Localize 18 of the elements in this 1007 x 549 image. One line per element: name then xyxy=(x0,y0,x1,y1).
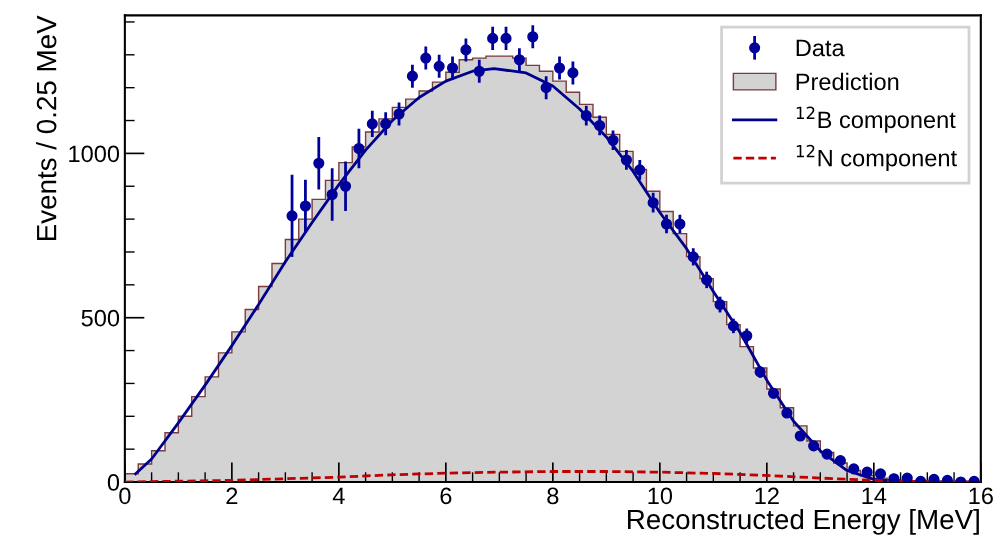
y-tick-label: 1000 xyxy=(69,145,120,163)
x-tick-label: 8 xyxy=(547,487,559,505)
x-tick-label: 16 xyxy=(969,487,993,505)
legend-label: Data xyxy=(796,39,845,57)
legend-label: $^{12}$B component xyxy=(796,106,956,133)
y-axis-title: Events / 0.25 MeV xyxy=(36,15,57,241)
x-tick-label: 10 xyxy=(648,487,673,505)
x-tick-label: 12 xyxy=(755,487,779,504)
legend-label: $^{12}$N component xyxy=(796,144,957,172)
legend-label: Prediction xyxy=(796,72,899,91)
y-tick-label: 500 xyxy=(81,309,120,327)
x-axis-title: Reconstructed Energy [MeV] xyxy=(628,508,979,535)
x-tick-label: 4 xyxy=(332,487,345,504)
x-tick-label: 6 xyxy=(440,487,452,505)
x-tick-label: 0 xyxy=(119,487,131,505)
x-tick-label: 14 xyxy=(862,487,887,504)
y-tick-label: 0 xyxy=(107,474,120,491)
x-tick-label: 2 xyxy=(226,487,238,504)
